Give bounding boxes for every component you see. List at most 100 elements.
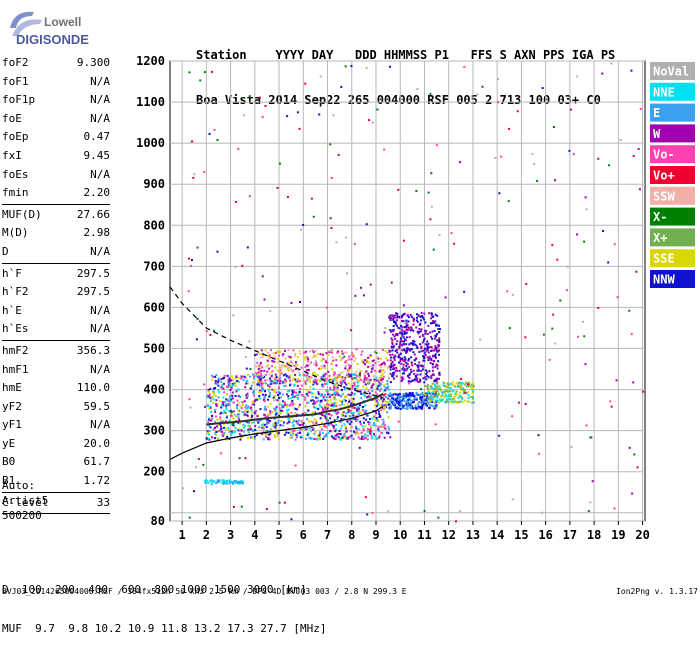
echo-point (322, 374, 325, 377)
echo-point (343, 403, 346, 406)
echo-point (273, 436, 276, 439)
param-divider (2, 491, 110, 493)
echo-point (434, 383, 437, 386)
echo-point (246, 414, 249, 417)
echo-point (430, 314, 433, 317)
echo-point (297, 371, 300, 374)
echo-point (310, 420, 313, 423)
echo-point (381, 406, 384, 409)
echo-point (360, 423, 363, 426)
echo-point (283, 349, 286, 352)
echo-point (364, 425, 367, 428)
echo-point (372, 422, 375, 425)
echo-point (447, 384, 450, 387)
echo-point (447, 394, 450, 397)
echo-point (349, 394, 352, 397)
echo-point (257, 365, 260, 368)
legend-swatch (650, 228, 695, 247)
echo-point (419, 322, 422, 325)
echo-point (330, 227, 333, 230)
echo-point (243, 375, 246, 378)
echo-point (357, 376, 360, 379)
param-name: foEp (2, 130, 29, 144)
echo-point (569, 108, 572, 111)
echo-point (290, 436, 293, 439)
echo-point (287, 349, 290, 352)
echo-point (393, 321, 396, 324)
echo-point (345, 351, 348, 354)
echo-point (401, 320, 404, 323)
echo-point (326, 407, 329, 410)
echo-point (315, 379, 318, 382)
echo-point (411, 405, 414, 408)
echo-point (432, 355, 435, 358)
echo-point (344, 415, 347, 418)
echo-point (353, 360, 356, 363)
echo-point (260, 386, 263, 389)
echo-point (377, 384, 380, 387)
echo-point (418, 406, 421, 409)
echo-point (403, 326, 406, 329)
echo-point (364, 404, 367, 407)
echo-point (258, 378, 261, 381)
echo-point (271, 370, 274, 373)
echo-point (416, 377, 419, 380)
echo-point (243, 426, 246, 429)
echo-point (416, 346, 419, 349)
echo-point (403, 360, 406, 363)
echo-point (409, 348, 412, 351)
echo-point (511, 415, 514, 418)
echo-point (391, 346, 394, 349)
echo-point (424, 332, 427, 335)
echo-point (283, 433, 286, 436)
echo-point (398, 393, 401, 396)
echo-point (286, 195, 289, 198)
echo-point (353, 430, 356, 433)
echo-point (437, 392, 440, 395)
echo-point (628, 446, 631, 449)
echo-point (213, 393, 216, 396)
echo-point (374, 391, 377, 394)
echo-point (431, 374, 434, 377)
echo-point (395, 366, 398, 369)
echo-point (628, 309, 631, 312)
echo-point (424, 376, 427, 379)
echo-point (251, 429, 254, 432)
echo-point (249, 417, 252, 420)
echo-point (362, 417, 365, 420)
echo-point (315, 400, 318, 403)
echo-point (384, 427, 387, 430)
echo-point (386, 383, 389, 386)
echo-point (340, 414, 343, 417)
echo-point (259, 391, 262, 394)
echo-point (232, 378, 235, 381)
echo-point (366, 434, 369, 437)
echo-point (307, 378, 310, 381)
echo-point (210, 70, 213, 73)
echo-point (267, 351, 270, 354)
echo-point (293, 364, 296, 367)
echo-point (348, 400, 351, 403)
echo-point (420, 364, 423, 367)
legend-label: W (653, 127, 661, 141)
echo-point (233, 430, 236, 433)
echo-point (269, 419, 272, 422)
param-value: 20.0 (83, 436, 111, 450)
echo-point (325, 433, 328, 436)
echo-point (346, 407, 349, 410)
echo-point (405, 336, 408, 339)
echo-point (312, 411, 315, 414)
echo-point (275, 405, 278, 408)
echo-point (264, 379, 267, 382)
echo-point (353, 355, 356, 358)
echo-point (366, 513, 369, 516)
echo-point (323, 393, 326, 396)
legend-label: X- (653, 210, 667, 224)
echo-point (369, 365, 372, 368)
echo-point (361, 435, 364, 438)
echo-point (187, 290, 190, 293)
echo-point (616, 296, 619, 299)
echo-point (259, 408, 262, 411)
echo-point (419, 397, 422, 400)
echo-point (267, 384, 270, 387)
